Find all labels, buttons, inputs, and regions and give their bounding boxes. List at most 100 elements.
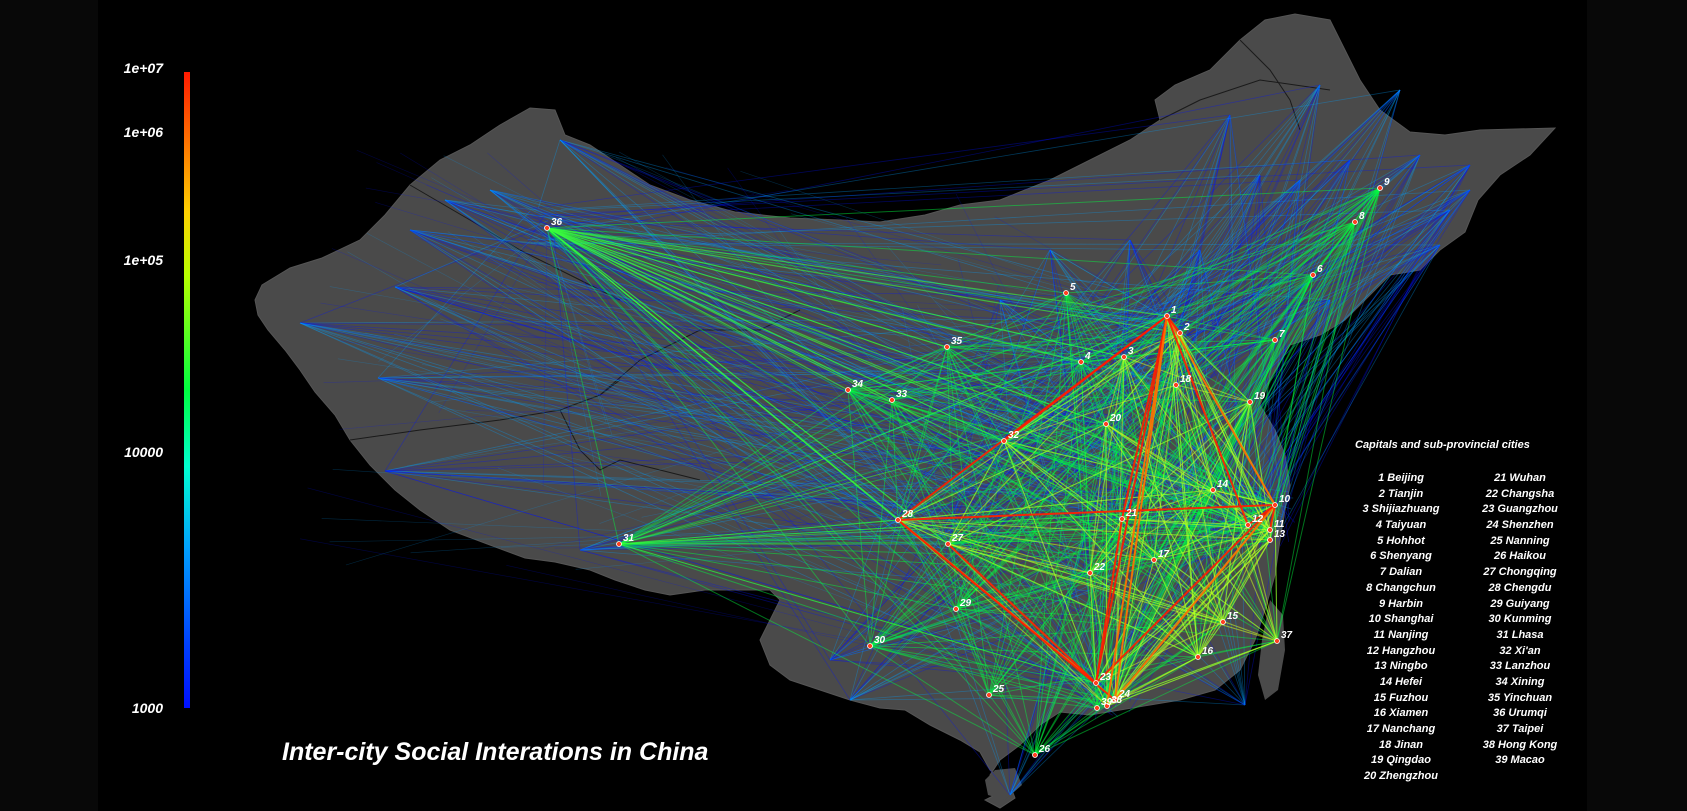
flow-line (891, 399, 1199, 658)
flow-line (1163, 179, 1301, 314)
flow-line (1003, 440, 1249, 526)
flow-line (847, 356, 1125, 391)
flow-line (1070, 179, 1301, 577)
flow-line (869, 423, 1107, 647)
flow-line (618, 543, 1097, 684)
flow-line (869, 339, 1276, 647)
flow-line (532, 114, 1231, 209)
flow-line (618, 399, 893, 545)
flow-line (299, 322, 1020, 441)
city-marker (1001, 438, 1007, 444)
city-label: 22 (1093, 562, 1106, 573)
flow-line (1133, 164, 1471, 511)
flow-line (546, 227, 613, 435)
legend-item: 8 Changchun (1366, 581, 1436, 594)
flow-line (1166, 315, 1276, 506)
flow-line (1100, 209, 1451, 674)
flow-line (618, 543, 1091, 574)
flow-line (620, 315, 1168, 540)
flow-line (1269, 274, 1314, 541)
flow-line (299, 322, 1159, 403)
flow-line (669, 224, 1168, 317)
flow-line (994, 428, 1011, 796)
flow-line (1123, 315, 1168, 358)
flow-line (409, 229, 1114, 367)
flow-line (444, 199, 913, 518)
flow-line (1096, 239, 1131, 669)
flow-line (988, 640, 1278, 696)
flow-line (546, 227, 1181, 334)
flow-line (887, 356, 1005, 442)
flow-line (347, 251, 1097, 684)
flow-line (579, 549, 1126, 700)
city-label: 24 (1118, 689, 1131, 700)
flow-line (345, 315, 1168, 566)
flow-line (1276, 221, 1356, 642)
flow-line (384, 470, 1125, 692)
flow-line (1183, 209, 1451, 327)
flow-line (1153, 401, 1251, 561)
flow-line (1166, 164, 1471, 300)
flow-line (1169, 299, 1331, 395)
city-marker (1310, 272, 1316, 278)
city-marker (1220, 619, 1226, 625)
flow-line (1049, 249, 1089, 593)
flow-line (999, 299, 1098, 686)
flow-line (440, 318, 1091, 574)
flow-line (897, 401, 1251, 521)
legend-item: 31 Lhasa (1496, 628, 1544, 641)
flow-line (849, 679, 1111, 701)
flow-line (1181, 84, 1321, 323)
flow-line (999, 299, 1077, 580)
flow-line (394, 286, 1120, 503)
flow-line (1159, 164, 1471, 391)
flow-line (604, 332, 1181, 432)
flow-line (444, 199, 1101, 696)
flow-line (1082, 89, 1401, 667)
flow-line (847, 292, 1067, 391)
flow-line (1114, 559, 1155, 701)
flow-line (299, 322, 1116, 682)
city-label: 6 (1317, 264, 1323, 275)
flow-line (1034, 640, 1278, 756)
flow-line (1092, 189, 1471, 579)
colorbar-tick-1e7: 1e+07 (123, 60, 163, 76)
flow-line (947, 543, 1098, 709)
flow-line (377, 371, 1131, 379)
flow-line (690, 356, 1125, 381)
flow-line (1112, 189, 1471, 670)
flow-line (1123, 187, 1381, 358)
flow-line (340, 340, 1276, 506)
city-label: 10 (1279, 494, 1291, 505)
flow-line (307, 487, 1116, 701)
flow-line (1182, 174, 1261, 395)
flow-line (1222, 401, 1251, 623)
flow-line (527, 154, 1421, 219)
flow-line (847, 384, 1177, 391)
flow-lines (299, 84, 1471, 796)
flow-line (947, 543, 1097, 684)
flow-line (1255, 174, 1261, 520)
flow-line (891, 399, 1108, 707)
legend-item: 16 Xiamen (1373, 707, 1429, 720)
flow-line (994, 249, 1201, 422)
flow-line (946, 164, 1471, 546)
flow-line (1151, 189, 1471, 309)
flow-line (299, 322, 960, 539)
flow-line (1089, 572, 1097, 684)
flow-line (579, 326, 1161, 551)
city-label: 9 (1384, 177, 1390, 188)
flow-line (339, 356, 1125, 430)
flow-line (847, 221, 1356, 391)
city-marker (1247, 399, 1253, 405)
flow-line (1095, 401, 1251, 684)
flow-line (897, 519, 1108, 707)
city-marker (1245, 522, 1251, 528)
flow-line (1080, 221, 1356, 363)
flow-line (1199, 249, 1214, 504)
city-label: 11 (1274, 519, 1285, 530)
flow-line (1212, 339, 1276, 491)
flow-line (384, 470, 1085, 680)
flow-line (553, 227, 581, 551)
flow-line (421, 364, 1271, 531)
